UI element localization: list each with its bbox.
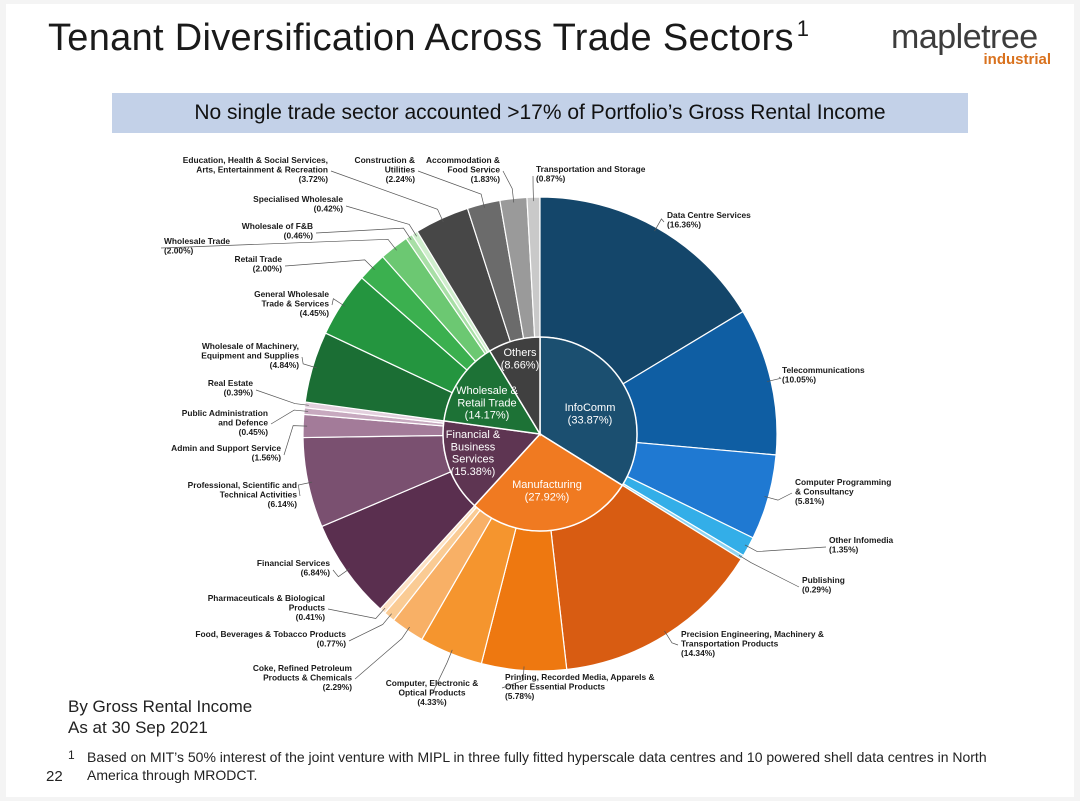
label-professional-scientific-and-technical-activities: Professional, Scientific and Technical Ac…	[188, 480, 298, 509]
slice-group-others	[488, 336, 541, 437]
label-construction-utilities: Construction & Utilities (2.24%)	[355, 155, 416, 184]
leader-line-accommodation-food-service	[502, 170, 515, 203]
leader-line-printing-recorded-media-apparels-other-essential-products	[501, 666, 525, 689]
mapletree-logo: mapletree industrial	[891, 18, 1051, 70]
label-admin-and-support-service: Admin and Support Service (1.56%)	[171, 443, 281, 462]
footnote-number: 1	[68, 748, 75, 762]
label-telecommunications: Telecommunications (10.05%)	[782, 365, 865, 384]
label-wholesale-of-f-b: Wholesale of F&B (0.46%)	[242, 221, 313, 240]
slide-title-text: Tenant Diversification Across Trade Sect…	[48, 17, 794, 59]
leader-line-food-beverages-tobacco-products	[348, 613, 392, 642]
leader-line-general-wholesale-trade-services	[331, 298, 346, 307]
label-group-financial-business-services: Financial & Business Services (15.38%)	[446, 429, 501, 478]
leader-line-other-infomedia	[744, 544, 827, 552]
label-group-manufacturing: Manufacturing (27.92%)	[512, 479, 582, 503]
leader-line-education-health-social-services-arts-entertainment-recreation	[330, 170, 444, 223]
label-financial-services: Financial Services (6.84%)	[257, 558, 330, 577]
leader-line-data-centre-services	[654, 218, 665, 232]
footnote-text: Based on MIT’s 50% interest of the joint…	[87, 749, 987, 783]
label-group-wholesale-retail-trade: Wholesale & Retail Trade (14.17%)	[456, 385, 518, 422]
leader-line-wholesale-of-f-b	[315, 227, 412, 241]
leader-line-financial-services	[332, 568, 350, 578]
leader-line-wholesale-trade	[160, 238, 397, 251]
slide-title: Tenant Diversification Across Trade Sect…	[48, 16, 809, 60]
leader-line-wholesale-of-machinery-equipment-and-supplies	[301, 356, 317, 369]
label-group-others: Others (8.66%)	[501, 347, 540, 371]
leader-line-publishing	[738, 555, 800, 588]
label-retail-trade: Retail Trade (2.00%)	[235, 254, 283, 273]
chart-basis-note: By Gross Rental Income As at 30 Sep 2021	[68, 696, 252, 738]
label-group-infocomm: InfoComm (33.87%)	[565, 402, 616, 426]
leader-line-professional-scientific-and-technical-activities	[297, 481, 313, 497]
logo-wordmark: mapletree	[891, 18, 1038, 56]
leader-line-public-administration-and-defence	[270, 409, 309, 425]
leader-line-specialised-wholesale	[345, 205, 417, 237]
label-publishing: Publishing (0.29%)	[802, 575, 845, 594]
slice-group-manufacturing	[473, 433, 624, 532]
leader-line-construction-utilities	[417, 170, 485, 208]
label-public-administration-and-defence: Public Administration and Defence (0.45%)	[182, 408, 269, 437]
leader-line-pharmaceuticals-biological-products	[327, 607, 386, 619]
label-precision-engineering-machinery-transportation-products: Precision Engineering, Machinery & Transp…	[681, 629, 824, 658]
page-number: 22	[46, 768, 63, 785]
leader-line-admin-and-support-service	[283, 425, 308, 456]
leader-line-retail-trade	[284, 259, 375, 271]
label-computer-programming-consultancy: Computer Programming & Consultancy (5.81%)	[795, 477, 891, 506]
label-printing-recorded-media-apparels-other-essential-products: Printing, Recorded Media, Apparels & Othe…	[505, 672, 655, 701]
leader-line-computer-programming-consultancy	[764, 492, 793, 501]
label-computer-electronic-optical-products: Computer, Electronic & Optical Products (4…	[386, 678, 479, 707]
label-other-infomedia: Other Infomedia (1.35%)	[829, 535, 894, 554]
key-message-banner: No single trade sector accounted >17% of…	[112, 93, 968, 133]
leader-line-coke-refined-petroleum-products-chemicals	[354, 626, 410, 680]
leader-line-real-estate	[255, 389, 309, 406]
label-transportation-and-storage: Transportation and Storage (0.87%)	[536, 164, 646, 183]
label-real-estate: Real Estate (0.39%)	[208, 378, 253, 397]
label-specialised-wholesale: Specialised Wholesale (0.42%)	[253, 194, 343, 213]
label-general-wholesale-trade-services: General Wholesale Trade & Services (4.45%)	[254, 289, 329, 318]
label-data-centre-services: Data Centre Services (16.36%)	[667, 210, 751, 229]
basis-line-1: By Gross Rental Income	[68, 697, 253, 716]
slice-group-financial-business-services	[442, 419, 542, 507]
label-accommodation-food-service: Accommodation & Food Service (1.83%)	[426, 155, 500, 184]
label-wholesale-trade: Wholesale Trade (2.00%)	[164, 236, 230, 255]
leader-line-telecommunications	[766, 376, 782, 382]
leader-line-computer-electronic-optical-products	[431, 649, 453, 695]
label-pharmaceuticals-biological-products: Pharmaceuticals & Biological Products (0.4…	[208, 593, 326, 622]
basis-line-2: As at 30 Sep 2021	[68, 718, 208, 737]
slice-group-wholesale-retail-trade	[443, 349, 542, 435]
leader-line-precision-engineering-machinery-transportation-products	[664, 630, 679, 646]
title-footnote-marker: 1	[796, 16, 810, 41]
label-food-beverages-tobacco-products: Food, Beverages & Tobacco Products (0.77%…	[195, 629, 346, 648]
label-coke-refined-petroleum-products-chemicals: Coke, Refined Petroleum Products & Chemic…	[253, 663, 352, 692]
logo-subtitle: industrial	[983, 51, 1051, 68]
label-education-health-social-services-arts-entertainment-recreation: Education, Health & Social Services, Arts…	[183, 155, 328, 184]
label-wholesale-of-machinery-equipment-and-supplies: Wholesale of Machinery, Equipment and Sup…	[201, 341, 299, 370]
